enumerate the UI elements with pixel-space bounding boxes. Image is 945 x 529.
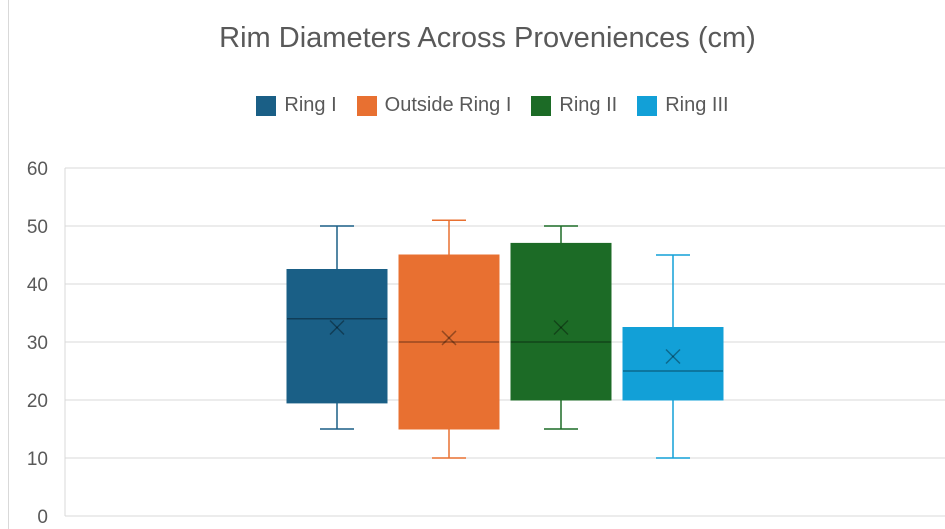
legend-label-ring-i: Ring I bbox=[284, 94, 337, 116]
box-ring-i bbox=[286, 269, 388, 404]
legend-label-ring-iii: Ring III bbox=[665, 94, 729, 116]
mean-marker-b-outside-ring-i bbox=[441, 330, 457, 346]
legend-item-ring-iii: Ring III bbox=[637, 94, 729, 117]
box-ring-iii bbox=[622, 327, 724, 401]
chart-title: Rim Diameters Across Proveniences (cm) bbox=[219, 22, 756, 54]
legend-label-ring-ii: Ring II bbox=[559, 94, 618, 116]
y-tick-label-40: 40 bbox=[27, 275, 48, 296]
mean-marker-a-ring-ii bbox=[553, 319, 569, 336]
mean-marker-b-ring-iii bbox=[665, 348, 681, 365]
box-ring-ii bbox=[510, 242, 612, 401]
chart-legend: Ring I Outside Ring I Ring II Ring III bbox=[0, 94, 945, 117]
mean-marker-b-ring-ii bbox=[553, 319, 569, 336]
y-tick-label-0: 0 bbox=[37, 507, 48, 528]
chart-frame-border bbox=[8, 0, 9, 529]
y-tick-label-20: 20 bbox=[27, 391, 48, 412]
legend-label-outside-ring-i: Outside Ring I bbox=[384, 94, 512, 116]
legend-item-outside-ring-i: Outside Ring I bbox=[356, 94, 512, 117]
legend-item-ring-ii: Ring II bbox=[531, 94, 617, 117]
mean-marker-b-ring-i bbox=[329, 319, 345, 336]
legend-swatch-ring-iii bbox=[637, 95, 658, 116]
legend-item-ring-i: Ring I bbox=[256, 94, 337, 117]
y-tick-label-50: 50 bbox=[27, 217, 48, 238]
legend-swatch-ring-ii bbox=[531, 95, 552, 116]
mean-marker-a-ring-i bbox=[329, 319, 345, 336]
mean-marker-a-outside-ring-i bbox=[441, 330, 457, 346]
mean-marker-a-ring-iii bbox=[665, 348, 681, 365]
y-tick-label-60: 60 bbox=[27, 159, 48, 180]
y-tick-label-10: 10 bbox=[27, 449, 48, 470]
legend-swatch-outside-ring-i bbox=[356, 95, 377, 116]
y-tick-label-30: 30 bbox=[27, 333, 48, 354]
box-outside-ring-i bbox=[398, 254, 500, 430]
legend-swatch-ring-i bbox=[256, 95, 277, 116]
